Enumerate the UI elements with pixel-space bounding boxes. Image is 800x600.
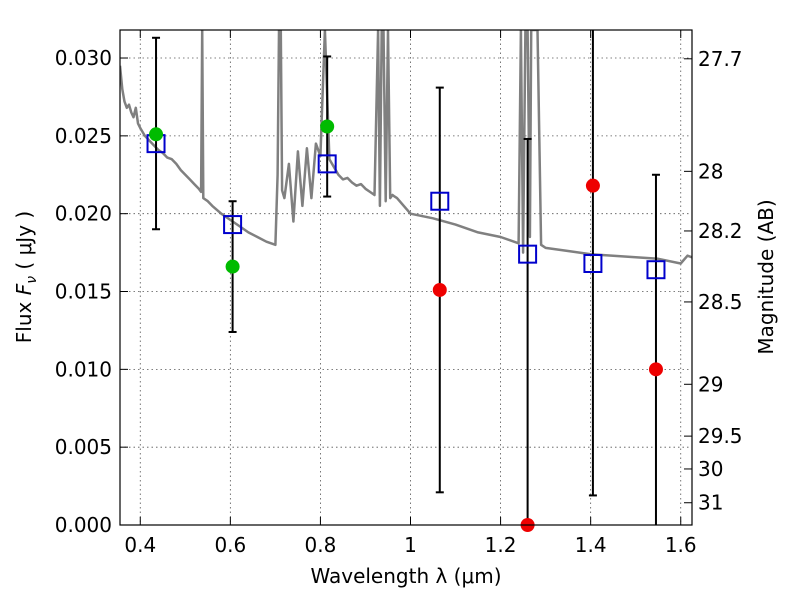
y2-axis-label: Magnitude (AB) (754, 199, 778, 354)
y-tick-label: 0.000 (55, 513, 112, 537)
y2-tick-label: 29 (698, 372, 723, 396)
y-tick-label: 0.015 (55, 280, 112, 304)
detection-point (225, 259, 240, 274)
nondetection-point (432, 282, 447, 297)
detection-point (320, 119, 335, 134)
x-tick-label: 1 (404, 533, 417, 557)
detection-point (149, 127, 164, 142)
nondetection-point (585, 178, 600, 193)
grid (120, 30, 692, 526)
x-tick-label: 0.4 (124, 533, 156, 557)
y2-tick-label: 31 (698, 491, 723, 515)
y2-tick-label: 27.7 (698, 47, 743, 71)
y-tick-label: 0.025 (55, 124, 112, 148)
model-square-marker (646, 260, 666, 280)
y-tick-label: 0.030 (55, 46, 112, 70)
data-markers (146, 119, 666, 532)
x-tick-label: 1.2 (485, 533, 517, 557)
error-bar (523, 137, 532, 525)
y-tick-labels: 0.000 0.005 0.010 0.015 0.020 0.025 0.030 (55, 46, 112, 537)
model-square-marker (518, 244, 538, 264)
plot-frame (119, 29, 693, 526)
model-square-marker (223, 215, 243, 235)
y2-tick-label: 28.5 (698, 290, 743, 314)
y-tick-label: 0.005 (55, 435, 112, 459)
axis-ticks (120, 30, 692, 526)
y2-tick-labels: 27.7 28 28.2 28.5 29 29.5 30 31 (698, 47, 743, 515)
y2-tick-label: 30 (698, 457, 723, 481)
y2-tick-label: 28 (698, 159, 723, 183)
y-axis-label: Flux Fν ( μJy ) (12, 211, 40, 343)
nondetection-point (648, 362, 663, 377)
x-tick-labels: 0.4 0.6 0.8 1 1.2 1.4 1.6 (124, 533, 696, 557)
model-square-marker (430, 191, 450, 211)
error-bar (651, 173, 660, 525)
x-axis-label: Wavelength λ (μm) (310, 564, 501, 588)
x-tick-label: 0.6 (214, 533, 246, 557)
x-tick-label: 1.4 (575, 533, 607, 557)
y-tick-label: 0.020 (55, 202, 112, 226)
plot-background (120, 30, 692, 525)
model-square-marker (317, 154, 337, 174)
model-square-marker (583, 253, 603, 273)
x-tick-label: 1.6 (665, 533, 697, 557)
x-tick-label: 0.8 (305, 533, 337, 557)
y2-tick-label: 29.5 (698, 424, 743, 448)
y-tick-label: 0.010 (55, 357, 112, 381)
error-bar (588, 30, 597, 497)
y2-tick-label: 28.2 (698, 219, 743, 243)
